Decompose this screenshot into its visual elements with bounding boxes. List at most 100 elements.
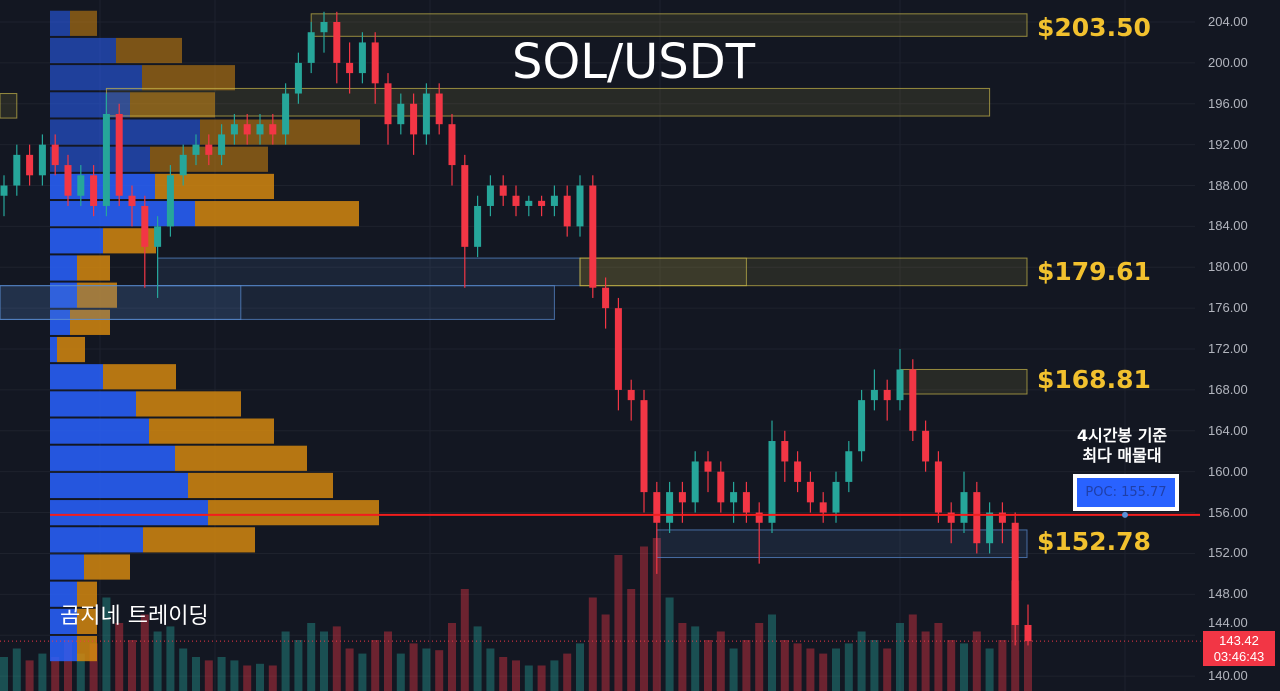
candle-body — [512, 195, 520, 206]
profile-buy-bar — [50, 65, 142, 91]
volume-bar — [793, 643, 802, 691]
volume-bar — [665, 597, 674, 691]
volume-bar — [947, 640, 956, 691]
volume-bar — [422, 648, 431, 691]
volume-bar — [601, 614, 610, 691]
candle-body — [64, 165, 72, 196]
price-tick: 192.00 — [1208, 136, 1248, 152]
candle-body — [371, 42, 379, 84]
volume-bar — [25, 660, 34, 691]
level-label-1: $203.50 — [1037, 13, 1151, 42]
volume-bar — [332, 626, 341, 691]
candle-body — [602, 287, 610, 309]
candle-body — [141, 205, 149, 247]
candle-body — [538, 200, 546, 206]
candle-body — [832, 481, 840, 513]
candle-body — [218, 134, 226, 155]
profile-buy-bar — [50, 282, 77, 308]
price-tick: 176.00 — [1208, 300, 1248, 316]
price-tick: 196.00 — [1208, 95, 1248, 111]
volume-bar — [998, 640, 1007, 691]
candle-body — [115, 113, 123, 196]
volume-bar — [486, 648, 495, 691]
profile-buy-bar — [50, 472, 188, 499]
volume-bar — [883, 648, 892, 691]
profile-sell-bar — [200, 119, 360, 145]
candle-body — [755, 512, 763, 523]
candle-body — [256, 124, 264, 135]
profile-sell-bar — [136, 391, 241, 417]
candle-body — [384, 83, 392, 125]
candle-body — [346, 62, 354, 74]
profile-buy-bar — [50, 119, 200, 145]
profile-sell-bar — [77, 255, 110, 281]
candle-body — [742, 492, 750, 513]
candle-body — [410, 103, 418, 135]
candle-body — [294, 62, 302, 94]
poc-marker — [1122, 511, 1128, 518]
price-tick: 204.00 — [1208, 14, 1248, 29]
volume-bar — [729, 648, 738, 691]
candle-body — [845, 451, 853, 482]
volume-bar — [985, 648, 994, 691]
candle-body — [269, 124, 277, 135]
candle-body — [870, 389, 878, 401]
candle-body — [1024, 624, 1032, 642]
volume-bar — [102, 597, 111, 691]
volume-bar — [179, 648, 188, 691]
zone-box — [899, 368, 1028, 395]
volume-bar — [742, 640, 751, 691]
profile-sell-bar — [77, 282, 117, 308]
current-price: 143.42 — [1219, 633, 1259, 648]
candle-body — [986, 512, 994, 544]
volume-bar — [384, 631, 392, 691]
profile-buy-bar — [50, 10, 70, 36]
candle-body — [922, 430, 930, 462]
candle-body — [806, 481, 814, 503]
current-price-tag: 143.42 03:46:43 — [1203, 631, 1275, 666]
candle-body — [576, 185, 584, 227]
price-tick: 152.00 — [1208, 545, 1248, 561]
volume-bar — [396, 653, 405, 691]
volume-bar — [76, 653, 85, 691]
candle-body — [998, 512, 1006, 523]
volume-bar — [294, 640, 303, 691]
volume-bar — [268, 665, 277, 691]
candle-body — [589, 185, 597, 288]
note-line-1: 4시간봉 기준 — [1076, 426, 1168, 445]
volume-bar — [115, 623, 124, 691]
candle-body — [666, 492, 674, 523]
candle-body — [909, 369, 917, 431]
volume-bar — [409, 643, 418, 691]
profile-sell-bar — [142, 65, 235, 91]
brand-watermark: 곰지네 트레이딩 — [60, 604, 209, 629]
candle-body — [179, 154, 187, 176]
volume-bar — [896, 623, 904, 691]
profile-buy-bar — [50, 554, 84, 580]
candle-body — [550, 195, 558, 206]
volume-bar — [64, 640, 72, 691]
candle-body — [704, 461, 712, 472]
level-label-2: $179.61 — [1037, 257, 1151, 286]
zone-box — [579, 257, 747, 287]
volume-bar — [960, 643, 968, 691]
zone-box — [0, 285, 555, 320]
zone-box — [105, 87, 991, 117]
volume-bar — [281, 631, 290, 691]
volume-bar — [857, 631, 866, 691]
profile-sell-bar — [116, 37, 182, 64]
candle-body — [486, 185, 494, 206]
profile-buy-bar — [50, 228, 103, 254]
candle-body — [166, 175, 174, 227]
profile-buy-bar — [50, 500, 208, 526]
candle-body — [858, 400, 866, 452]
zone-box — [157, 257, 581, 287]
candle-body — [717, 471, 725, 503]
candle-body — [358, 42, 366, 74]
volume-bar — [832, 648, 840, 691]
candle-body — [205, 144, 213, 155]
profile-sell-bar — [188, 472, 333, 499]
volume-bar — [320, 631, 328, 691]
volume-bar — [243, 665, 252, 691]
